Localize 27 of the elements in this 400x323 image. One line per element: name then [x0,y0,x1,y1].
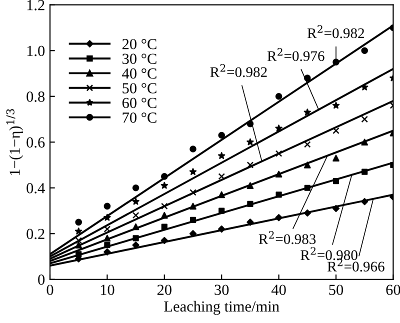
x-tick-label: 50 [329,284,344,296]
y-tick-label: 0.2 [26,228,44,240]
annotation: R$^{2}$=0.976 [267,48,324,62]
legend-label: 30 °C [122,54,156,64]
y-tick-label: 1.0 [27,46,45,56]
y-tick-label: 1.2 [27,0,44,10]
x-tick-label: 0 [46,284,54,296]
legend-label: 70 °C [122,112,156,123]
annotation: R$^{2}$=0.982 [210,64,267,78]
y-tick-label: 0 [38,274,45,285]
x-tick-label: 10 [100,284,114,296]
y-tick-label: 0.6 [26,137,45,148]
legend-label: 40 °C [122,68,156,79]
x-tick-label: 60 [386,284,400,296]
x-tick-label: 30 [214,284,229,296]
annotation: R$^{2}$=0.982 [307,25,364,38]
x-axis-title: Leaching time/min [164,300,280,315]
y-tick-label: 0.4 [26,183,45,194]
x-tick-label: 40 [271,284,286,296]
legend-label: 20 °C [122,38,156,50]
x-tick-label: 20 [157,284,172,296]
legend-label: 50 °C [122,83,156,94]
y-tick-label: 0.8 [26,92,45,102]
annotation: R$^{2}$=0.980 [300,247,358,260]
legend-label: 60 °C [122,98,156,108]
annotation: R$^{2}$=0.983 [258,231,316,244]
y-axis-title: 1−(1−η)$^{1/3}$ [6,109,24,175]
